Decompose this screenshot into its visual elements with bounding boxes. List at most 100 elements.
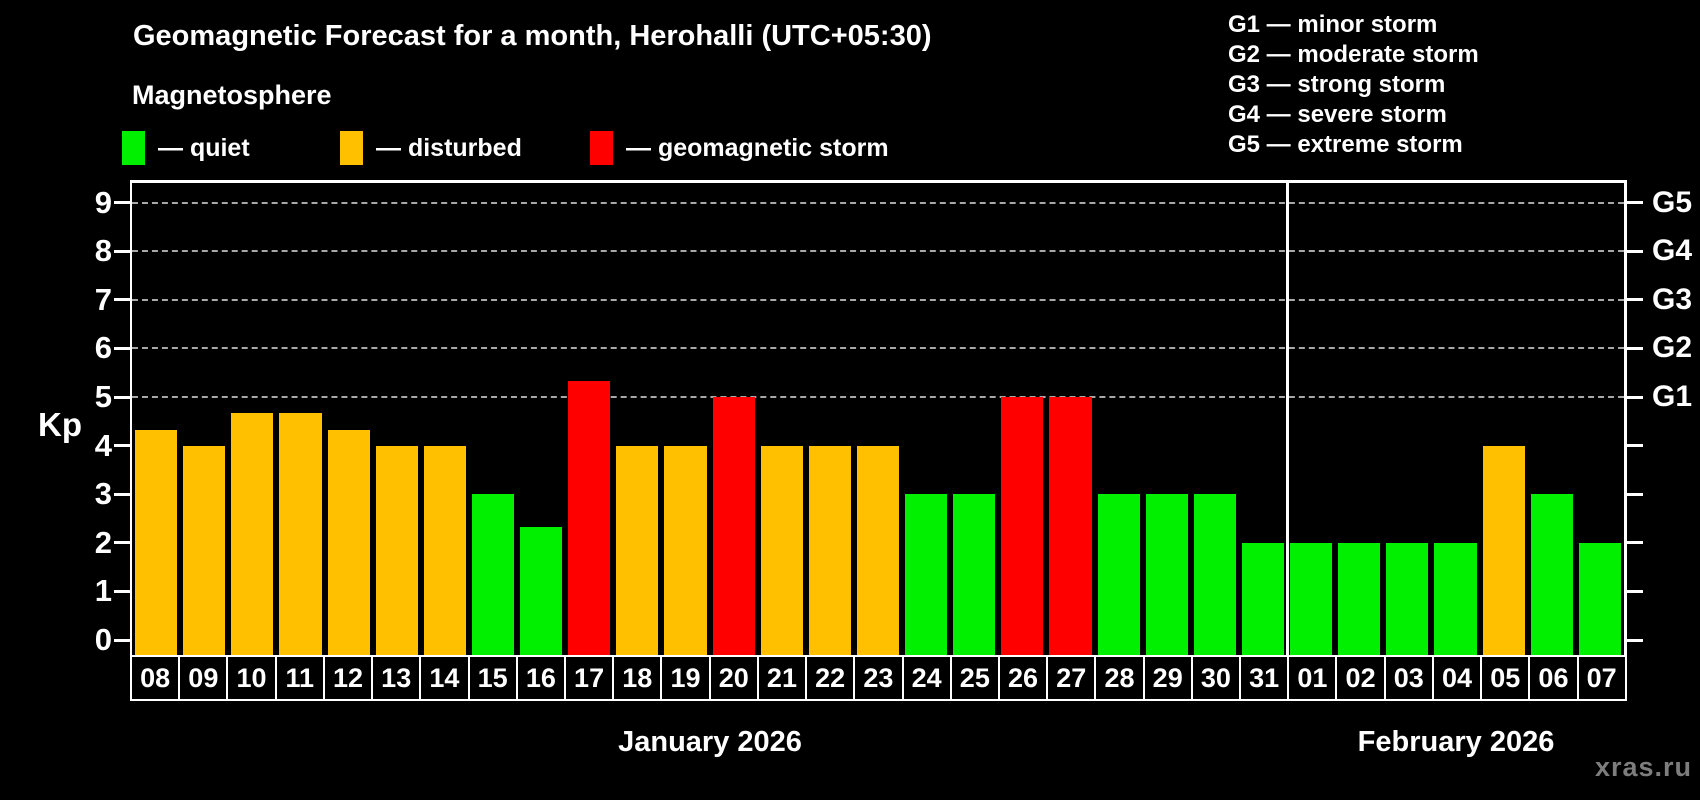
- gridline-kp5: [132, 396, 1624, 398]
- gridline-kp6: [132, 347, 1624, 350]
- kp-bar-11: [279, 413, 322, 655]
- date-cell-06: 06: [1528, 655, 1579, 701]
- date-cell-03: 03: [1383, 655, 1434, 701]
- date-cell-17: 17: [563, 655, 615, 701]
- legend-label: — quiet: [158, 133, 250, 162]
- month-label-february: February 2026: [1357, 726, 1555, 758]
- kp-bar-03: [1386, 542, 1429, 655]
- storm-color-swatch: [590, 131, 613, 165]
- kp-bar-23: [856, 445, 900, 655]
- g-axis-label-g3: G3: [1652, 282, 1693, 316]
- gridline-kp7: [132, 298, 1624, 301]
- xras-watermark: xras.ru: [1594, 752, 1692, 782]
- date-cell-16: 16: [515, 655, 566, 701]
- g-scale-legend: G1 — minor storm G2 — moderate storm G3 …: [1228, 10, 1479, 160]
- g-axis-label-g4: G4: [1652, 234, 1693, 268]
- date-cell-30: 30: [1190, 655, 1242, 701]
- date-cell-18: 18: [612, 655, 663, 701]
- right-tick-9: [1627, 201, 1643, 205]
- kp-bar-06: [1530, 494, 1573, 655]
- kp-bar-27: [1049, 397, 1092, 655]
- right-tick-5: [1627, 395, 1643, 399]
- left-tick-0: [114, 638, 130, 642]
- date-cell-25: 25: [949, 655, 1000, 701]
- right-tick-7: [1627, 298, 1643, 302]
- date-cell-04: 04: [1431, 655, 1483, 701]
- left-tick-2: [114, 541, 130, 545]
- kp-bar-28: [1097, 494, 1140, 655]
- kp-bar-19: [664, 445, 707, 655]
- y-tick-label-4: 4: [94, 427, 112, 463]
- kp-bar-24: [905, 494, 948, 655]
- right-tick-0: [1627, 638, 1643, 642]
- date-cell-15: 15: [467, 655, 518, 701]
- magnetosphere-label: Magnetosphere: [132, 80, 332, 110]
- g3-legend-line: G3 — strong storm: [1228, 71, 1446, 98]
- g-axis-label-g5: G5: [1652, 185, 1693, 219]
- y-tick-label-3: 3: [94, 476, 112, 512]
- quiet-color-swatch: [122, 131, 145, 165]
- kp-bar-31: [1241, 542, 1285, 655]
- right-tick-6: [1627, 346, 1643, 350]
- g1-legend-line: G1 — minor storm: [1228, 11, 1438, 38]
- y-tick-label-8: 8: [94, 233, 112, 269]
- y-tick-label-1: 1: [94, 573, 112, 609]
- date-cell-10: 10: [226, 655, 277, 701]
- date-cell-13: 13: [371, 655, 422, 701]
- kp-bar-20: [712, 397, 755, 655]
- y-axis-title: Kp: [38, 406, 82, 443]
- legend-item-quiet: — quiet: [122, 129, 250, 167]
- date-cell-14: 14: [419, 655, 470, 701]
- right-tick-4: [1627, 444, 1643, 448]
- kp-bar-08: [135, 429, 178, 655]
- date-cell-28: 28: [1094, 655, 1145, 701]
- right-tick-2: [1627, 541, 1643, 545]
- left-tick-3: [114, 492, 130, 496]
- kp-bar-13: [375, 445, 418, 655]
- y-tick-label-6: 6: [94, 330, 112, 366]
- kp-bar-14: [423, 445, 466, 655]
- right-tick-1: [1627, 589, 1643, 593]
- left-tick-1: [114, 589, 130, 593]
- kp-bar-21: [760, 445, 803, 655]
- kp-bar-07: [1578, 542, 1621, 655]
- date-cell-08: 08: [130, 655, 181, 701]
- g5-legend-line: G5 — extreme storm: [1228, 131, 1463, 158]
- left-tick-8: [114, 249, 130, 253]
- date-cell-29: 29: [1142, 655, 1193, 701]
- y-tick-label-5: 5: [94, 379, 112, 414]
- plot-area: [130, 180, 1627, 655]
- kp-bar-16: [520, 526, 563, 655]
- date-cell-11: 11: [274, 655, 325, 701]
- date-cell-31: 31: [1239, 655, 1290, 701]
- date-cell-20: 20: [708, 655, 759, 701]
- left-tick-4: [114, 444, 130, 448]
- legend-item-disturbed: — disturbed: [340, 129, 522, 167]
- g4-legend-line: G4 — severe storm: [1228, 101, 1447, 128]
- g2-legend-line: G2 — moderate storm: [1228, 41, 1479, 68]
- left-tick-6: [114, 346, 130, 350]
- legend-item-storm: — geomagnetic storm: [590, 129, 889, 167]
- kp-bar-25: [953, 494, 996, 655]
- kp-bar-17: [568, 380, 611, 655]
- legend-label: — disturbed: [376, 133, 522, 162]
- disturbed-color-swatch: [340, 131, 363, 165]
- kp-bar-09: [183, 445, 226, 655]
- right-tick-8: [1627, 249, 1643, 253]
- g-axis-label-g2: G2: [1652, 331, 1693, 365]
- kp-bar-01: [1290, 542, 1333, 655]
- kp-bar-30: [1193, 494, 1236, 655]
- kp-bar-18: [616, 445, 659, 655]
- left-tick-7: [114, 298, 130, 302]
- kp-bar-10: [231, 413, 274, 655]
- date-cell-23: 23: [853, 655, 904, 701]
- date-cell-26: 26: [997, 655, 1049, 701]
- month-label-january: January 2026: [618, 726, 802, 758]
- chart-title: Geomagnetic Forecast for a month, Heroha…: [133, 20, 932, 52]
- kp-bar-29: [1145, 494, 1188, 655]
- y-tick-label-9: 9: [94, 184, 112, 220]
- date-cell-19: 19: [660, 655, 711, 701]
- y-tick-label-2: 2: [94, 524, 112, 560]
- gridline-kp9: [132, 201, 1624, 204]
- left-tick-5: [114, 395, 130, 399]
